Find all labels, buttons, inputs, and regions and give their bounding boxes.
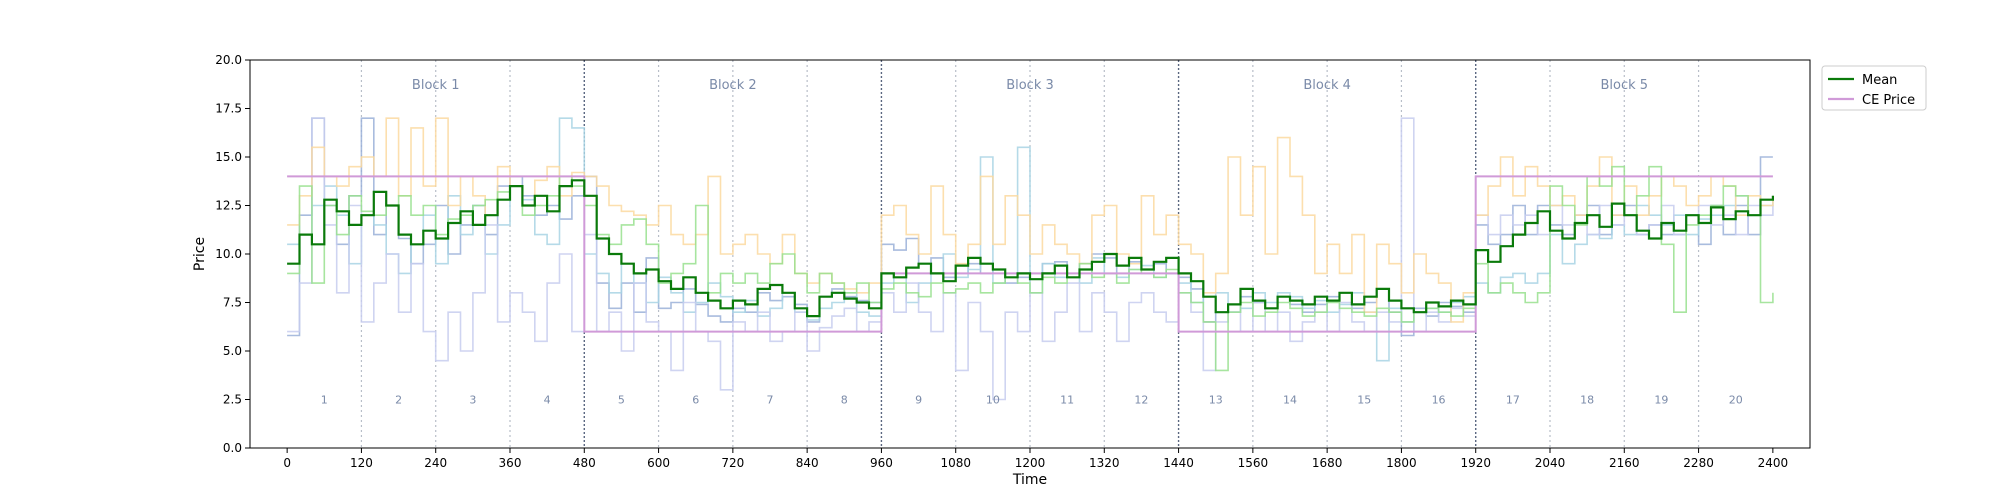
block-label: Block 4 <box>1303 78 1351 93</box>
trader-series-line-5 <box>287 117 1774 323</box>
period-label: 10 <box>986 394 1000 407</box>
x-tick-label: 2040 <box>1535 456 1566 470</box>
x-axis-label: Time <box>1012 472 1047 488</box>
x-tick-label: 960 <box>870 456 893 470</box>
block-label: Block 3 <box>1006 78 1054 93</box>
y-tick-label: 0.0 <box>223 441 242 455</box>
legend-label-mean: Mean <box>1862 73 1897 88</box>
period-label: 11 <box>1060 394 1074 407</box>
x-tick-label: 1920 <box>1460 456 1491 470</box>
guide-lines <box>360 60 1700 448</box>
x-tick-label: 720 <box>721 456 744 470</box>
period-label: 5 <box>618 394 625 407</box>
x-tick-label: 240 <box>424 456 447 470</box>
x-tick-label: 1080 <box>940 456 971 470</box>
x-tick-label: 840 <box>796 456 819 470</box>
x-tick-label: 1680 <box>1312 456 1343 470</box>
period-label: 2 <box>395 394 402 407</box>
x-tick-label: 120 <box>350 456 373 470</box>
x-tick-label: 2400 <box>1758 456 1789 470</box>
x-tick-label: 1320 <box>1089 456 1120 470</box>
y-tick-label: 12.5 <box>215 199 242 213</box>
x-tick-label: 2280 <box>1683 456 1714 470</box>
period-label: 9 <box>915 394 922 407</box>
period-label: 1 <box>321 394 328 407</box>
block-label: Block 5 <box>1600 78 1648 93</box>
x-tick-label: 0 <box>283 456 291 470</box>
y-tick-label: 7.5 <box>223 296 242 310</box>
period-label: 14 <box>1283 394 1297 407</box>
y-tick-label: 17.5 <box>215 102 242 116</box>
period-label: 3 <box>469 394 476 407</box>
period-label: 17 <box>1506 394 1520 407</box>
x-tick-label: 1800 <box>1386 456 1417 470</box>
x-tick-label: 1200 <box>1015 456 1046 470</box>
period-label: 12 <box>1134 394 1148 407</box>
mean-series-group <box>287 179 1774 318</box>
legend-label-ce-price: CE Price <box>1862 93 1915 108</box>
legend: Mean CE Price <box>1821 65 1927 111</box>
axes: 0 120 240 360 480 600 720 840 960 1080 1200 1320 144… <box>192 53 1811 488</box>
period-label: 13 <box>1209 394 1223 407</box>
period-label: 19 <box>1654 394 1668 407</box>
period-label: 6 <box>692 394 699 407</box>
x-tick-label: 1440 <box>1163 456 1194 470</box>
block-period-labels: Block 1 Block 2 Block 3 Block 4 Block 51 2 3 4 5… <box>321 78 1743 406</box>
period-label: 20 <box>1729 394 1743 407</box>
x-tick-label: 600 <box>647 456 670 470</box>
period-label: 15 <box>1357 394 1371 407</box>
y-tick-label: 20.0 <box>215 53 242 67</box>
period-label: 16 <box>1432 394 1446 407</box>
mean-series-line <box>287 179 1774 318</box>
period-label: 18 <box>1580 394 1594 407</box>
x-tick-label: 480 <box>573 456 596 470</box>
block-label: Block 1 <box>412 78 460 93</box>
period-label: 7 <box>767 394 774 407</box>
y-tick-label: 15.0 <box>215 150 242 164</box>
x-tick-label: 1560 <box>1238 456 1269 470</box>
x-tick-label: 2160 <box>1609 456 1640 470</box>
y-tick-label: 5.0 <box>223 344 242 358</box>
y-tick-label: 2.5 <box>223 393 242 407</box>
period-label: 4 <box>544 394 551 407</box>
block-label: Block 2 <box>709 78 757 93</box>
period-label: 8 <box>841 394 848 407</box>
y-tick-label: 10.0 <box>215 247 242 261</box>
y-axis-label: Price <box>192 237 208 271</box>
x-tick-label: 360 <box>499 456 522 470</box>
